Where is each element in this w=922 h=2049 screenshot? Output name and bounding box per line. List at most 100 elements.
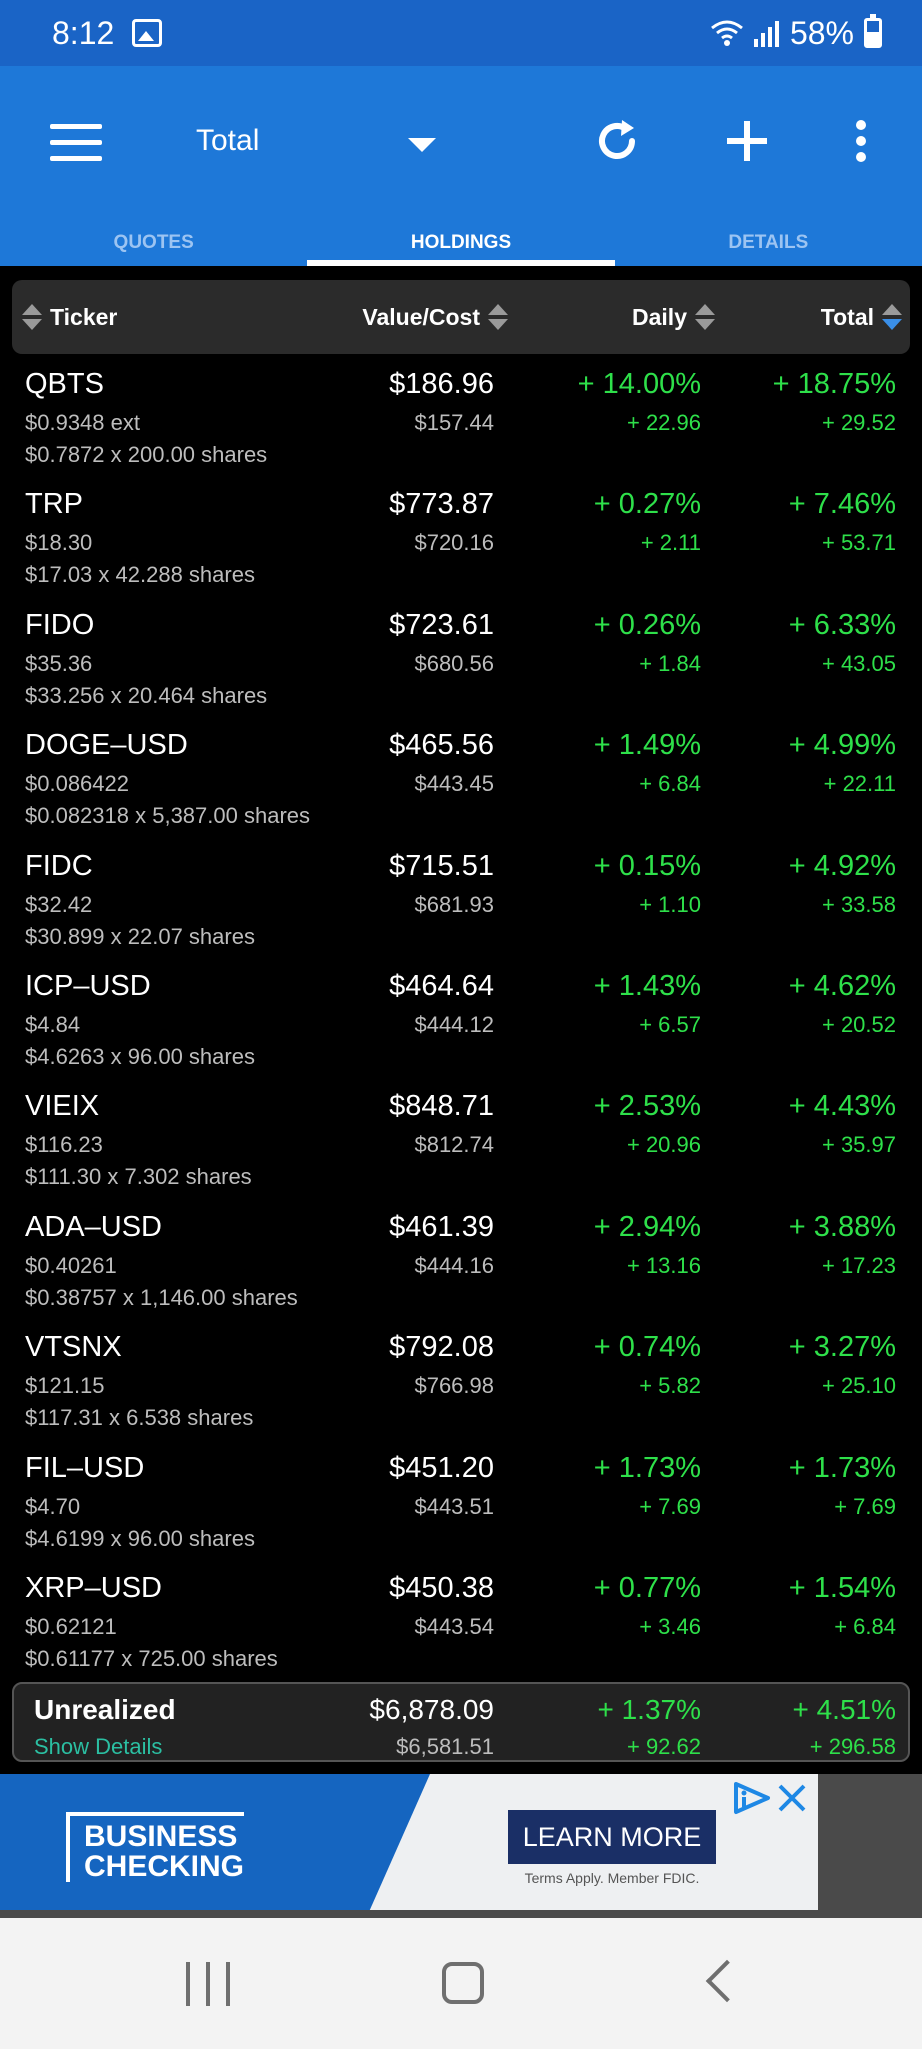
holding-row[interactable]: QBTS $0.9348 ext $0.7872 x 200.00 shares… bbox=[0, 360, 922, 480]
total-change-amount: + 29.52 bbox=[821, 410, 896, 435]
daily-change-percent: + 0.26% bbox=[593, 608, 701, 641]
total-change-percent: + 1.54% bbox=[788, 1571, 896, 1604]
total-change-percent: + 4.43% bbox=[788, 1090, 896, 1123]
app-bar: Total QUOTES HOLDINGS DETAILS bbox=[0, 66, 922, 266]
cost-basis-line: $0.082318 x 5,387.00 shares bbox=[25, 803, 311, 829]
current-price: $32.42 bbox=[25, 891, 93, 917]
holding-row[interactable]: DOGE–USD $0.086422 $0.082318 x 5,387.00 … bbox=[0, 721, 922, 841]
total-change-percent: + 18.75% bbox=[772, 368, 896, 400]
current-price: $4.70 bbox=[25, 1493, 81, 1519]
sort-descending-icon bbox=[882, 302, 902, 332]
caret-down-icon[interactable] bbox=[408, 138, 436, 152]
total-cost: $766.98 bbox=[414, 1373, 494, 1399]
market-value: $451.20 bbox=[389, 1451, 494, 1484]
back-icon[interactable] bbox=[705, 1959, 749, 2003]
holding-row[interactable]: VIEIX $116.23 $111.30 x 7.302 shares $84… bbox=[0, 1082, 922, 1202]
current-price: $0.62121 bbox=[25, 1613, 117, 1639]
ad-banner[interactable]: BUSINESS CHECKING LEARN MORE Terms Apply… bbox=[0, 1774, 922, 1918]
image-notification-icon bbox=[132, 19, 163, 47]
total-change-percent: + 3.88% bbox=[788, 1210, 896, 1243]
daily-change-percent: + 14.00% bbox=[577, 368, 701, 400]
holding-row[interactable]: XRP–USD $0.62121 $0.61177 x 725.00 share… bbox=[0, 1564, 922, 1684]
holding-row[interactable]: FIDO $35.36 $33.256 x 20.464 shares $723… bbox=[0, 601, 922, 721]
unrealized-summary: Unrealized Show Details $6,878.09 $6,581… bbox=[12, 1682, 910, 1762]
plus-icon[interactable] bbox=[712, 106, 782, 176]
total-cost: $444.16 bbox=[414, 1252, 494, 1278]
ad-content[interactable]: BUSINESS CHECKING LEARN MORE Terms Apply… bbox=[0, 1774, 818, 1910]
ad-logo-line2: CHECKING bbox=[84, 1850, 245, 1883]
holding-row[interactable]: ICP–USD $4.84 $4.6263 x 96.00 shares $46… bbox=[0, 962, 922, 1082]
system-nav-bar bbox=[0, 1918, 922, 2049]
home-icon[interactable] bbox=[442, 1962, 484, 2004]
current-price: $121.15 bbox=[25, 1373, 105, 1399]
ticker-symbol: DOGE–USD bbox=[25, 729, 188, 762]
total-change-percent: + 3.27% bbox=[788, 1331, 896, 1364]
tab-details[interactable]: DETAILS bbox=[728, 232, 809, 253]
summary-value: $6,878.09 bbox=[369, 1694, 494, 1725]
refresh-icon[interactable] bbox=[582, 106, 652, 176]
daily-change-percent: + 0.74% bbox=[593, 1331, 701, 1364]
holding-row[interactable]: ADA–USD $0.40261 $0.38757 x 1,146.00 sha… bbox=[0, 1203, 922, 1323]
toolbar: Total bbox=[0, 66, 922, 216]
status-right: 58% bbox=[710, 14, 882, 52]
column-header-ticker[interactable]: Ticker bbox=[22, 280, 117, 354]
summary-daily-percent: + 1.37% bbox=[597, 1694, 701, 1725]
ticker-symbol: FIDC bbox=[25, 849, 93, 882]
close-icon[interactable] bbox=[772, 1778, 812, 1818]
daily-change-amount: + 7.69 bbox=[639, 1493, 701, 1519]
total-cost: $681.93 bbox=[414, 891, 494, 917]
recent-apps-icon[interactable] bbox=[186, 1962, 230, 2006]
hamburger-icon[interactable] bbox=[50, 124, 102, 162]
status-time: 8:12 bbox=[52, 14, 115, 51]
daily-change-percent: + 2.94% bbox=[593, 1210, 701, 1243]
holding-row[interactable]: FIL–USD $4.70 $4.6199 x 96.00 shares $45… bbox=[0, 1444, 922, 1564]
market-value: $792.08 bbox=[389, 1331, 494, 1364]
daily-change-amount: + 6.84 bbox=[639, 771, 701, 797]
daily-change-amount: + 22.96 bbox=[626, 410, 701, 435]
ticker-symbol: TRP bbox=[25, 488, 83, 521]
summary-cost: $6,581.51 bbox=[396, 1734, 494, 1759]
current-price: $18.30 bbox=[25, 530, 93, 556]
total-cost: $157.44 bbox=[414, 410, 494, 435]
total-change-amount: + 20.52 bbox=[821, 1011, 896, 1037]
show-details-link[interactable]: Show Details bbox=[34, 1734, 163, 1759]
daily-change-amount: + 1.10 bbox=[639, 891, 701, 917]
adchoices-icon[interactable] bbox=[730, 1780, 774, 1816]
holding-row[interactable]: FIDC $32.42 $30.899 x 22.07 shares $715.… bbox=[0, 842, 922, 962]
market-value: $465.56 bbox=[389, 729, 494, 762]
holdings-list: QBTS $0.9348 ext $0.7872 x 200.00 shares… bbox=[0, 360, 922, 1684]
tab-holdings[interactable]: HOLDINGS bbox=[307, 216, 615, 266]
kebab-icon[interactable] bbox=[826, 106, 896, 176]
total-cost: $680.56 bbox=[414, 650, 494, 676]
current-price: $0.40261 bbox=[25, 1252, 117, 1278]
current-price: $35.36 bbox=[25, 650, 93, 676]
daily-change-amount: + 13.16 bbox=[626, 1252, 701, 1278]
holding-row[interactable]: VTSNX $121.15 $117.31 x 6.538 shares $79… bbox=[0, 1323, 922, 1443]
ad-blue-panel bbox=[0, 1774, 430, 1910]
total-cost: $443.45 bbox=[414, 771, 494, 797]
sort-icon bbox=[695, 302, 715, 332]
cost-basis-line: $0.7872 x 200.00 shares bbox=[25, 442, 268, 467]
holding-row[interactable]: TRP $18.30 $17.03 x 42.288 shares $773.8… bbox=[0, 480, 922, 600]
daily-change-amount: + 5.82 bbox=[639, 1373, 701, 1399]
market-value: $461.39 bbox=[389, 1210, 494, 1243]
cost-basis-line: $4.6263 x 96.00 shares bbox=[25, 1043, 255, 1069]
total-change-percent: + 7.46% bbox=[788, 488, 896, 521]
column-header-value-cost[interactable]: Value/Cost bbox=[362, 280, 508, 354]
tab-quotes[interactable]: QUOTES bbox=[113, 232, 194, 253]
total-cost: $812.74 bbox=[414, 1132, 494, 1158]
sort-icon bbox=[488, 302, 508, 332]
market-value: $464.64 bbox=[389, 969, 494, 1002]
daily-change-percent: + 1.49% bbox=[593, 729, 701, 762]
tab-bar: QUOTES HOLDINGS DETAILS bbox=[0, 216, 922, 266]
column-header-total[interactable]: Total bbox=[821, 280, 902, 354]
column-header-daily[interactable]: Daily bbox=[632, 280, 715, 354]
ticker-symbol: FIL–USD bbox=[25, 1451, 145, 1484]
cost-basis-line: $33.256 x 20.464 shares bbox=[25, 682, 268, 708]
summary-total-percent: + 4.51% bbox=[792, 1694, 896, 1725]
daily-change-percent: + 0.27% bbox=[593, 488, 701, 521]
cost-basis-line: $17.03 x 42.288 shares bbox=[25, 562, 255, 588]
summary-label: Unrealized bbox=[34, 1694, 176, 1725]
ad-learn-more-button[interactable]: LEARN MORE bbox=[508, 1810, 716, 1864]
portfolio-title[interactable]: Total bbox=[196, 124, 260, 157]
